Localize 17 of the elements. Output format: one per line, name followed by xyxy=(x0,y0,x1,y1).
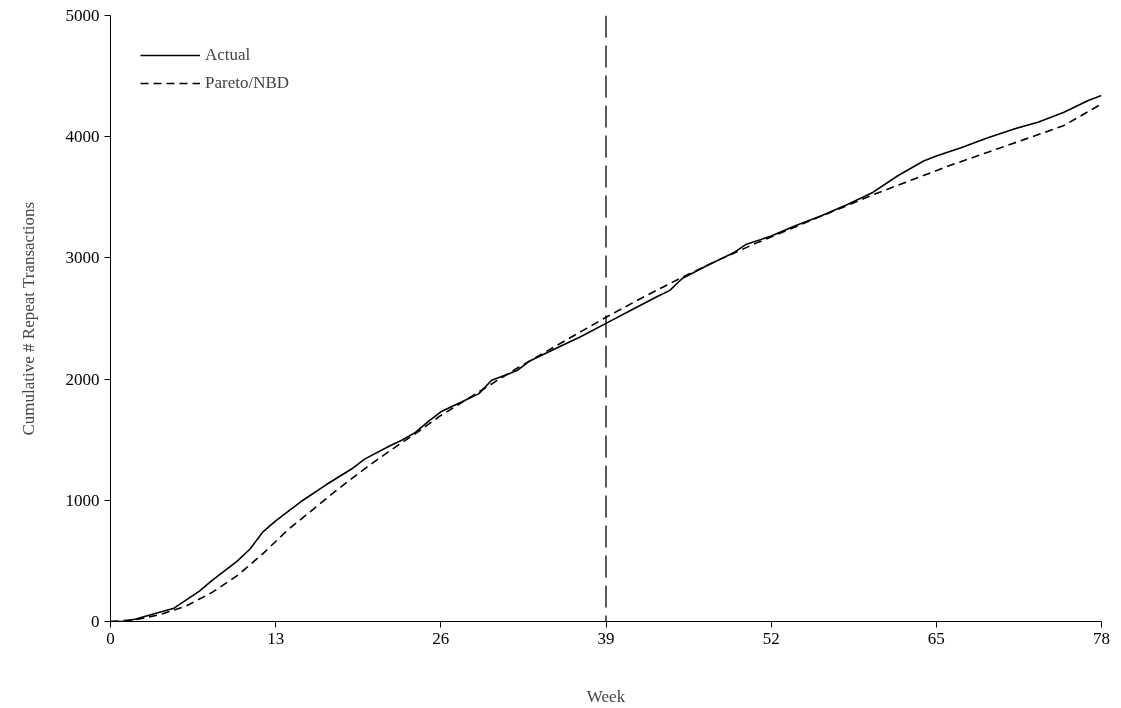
y-axis-title: Cumulative # Repeat Transactions xyxy=(18,201,38,436)
y-tick-label: 3000 xyxy=(65,248,100,268)
x-tick-label: 78 xyxy=(1093,628,1110,648)
legend-label: Pareto/NBD xyxy=(205,73,290,93)
y-tick-label: 5000 xyxy=(65,6,100,25)
x-tick-label: 52 xyxy=(762,628,780,648)
x-tick-label: 0 xyxy=(106,628,115,648)
x-tick-label: 65 xyxy=(927,628,945,648)
x-tick-label: 26 xyxy=(432,628,450,648)
legend-label: Actual xyxy=(205,45,251,65)
y-tick-label: 2000 xyxy=(65,369,100,389)
y-tick-label: 4000 xyxy=(65,127,100,147)
y-tick-label: 1000 xyxy=(65,490,100,510)
y-tick-label: 0 xyxy=(91,612,100,631)
x-tick-label: 39 xyxy=(597,628,615,648)
x-axis-title: Week xyxy=(586,686,626,706)
x-tick-label: 13 xyxy=(267,628,285,648)
